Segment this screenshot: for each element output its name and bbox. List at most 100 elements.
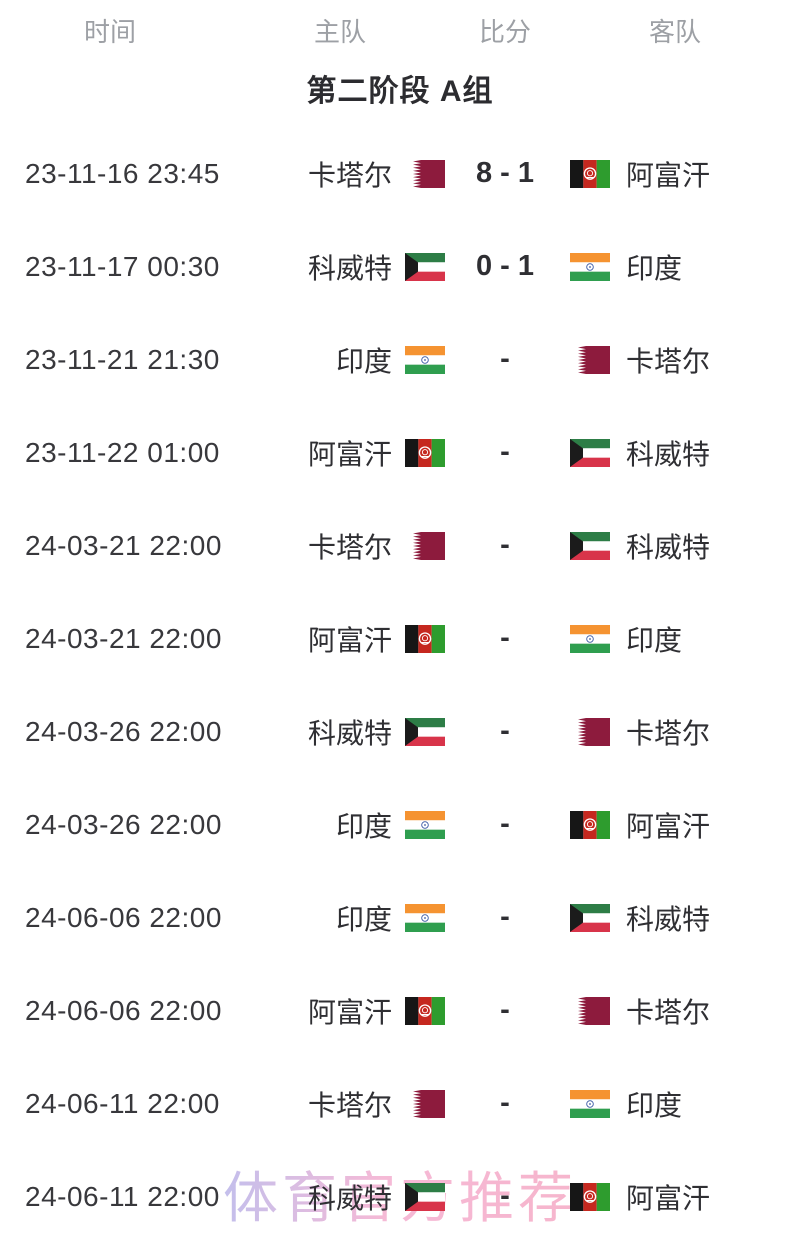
match-score: 8 - 1 <box>475 157 535 189</box>
away-team-name: 科威特 <box>626 438 711 470</box>
match-time: 24-03-21 22:00 <box>25 529 222 561</box>
match-list: 23-11-16 23:45 卡塔尔 8 - 1 阿富汗 23-11-17 00… <box>0 127 800 1243</box>
afghanistan-flag-icon <box>405 996 445 1025</box>
column-header-score: 比分 <box>478 16 531 47</box>
away-team-cell: 阿富汗 <box>550 1177 800 1217</box>
home-team-name: 阿富汗 <box>307 996 392 1028</box>
match-row[interactable]: 24-03-21 22:00 卡塔尔 - 科威特 <box>0 499 800 592</box>
away-team-cell: 印度 <box>550 1084 800 1124</box>
away-team-cell: 卡塔尔 <box>550 712 800 752</box>
group-title: 第二阶段 A组 <box>306 75 494 108</box>
india-flag-icon <box>405 903 445 932</box>
away-team-name: 阿富汗 <box>626 159 711 191</box>
away-team-cell: 科威特 <box>550 433 800 473</box>
home-team-cell: 印度 <box>220 340 460 380</box>
match-time: 24-06-06 22:00 <box>25 901 222 933</box>
match-row[interactable]: 23-11-16 23:45 卡塔尔 8 - 1 阿富汗 <box>0 127 800 220</box>
column-header-time: 时间 <box>83 16 136 47</box>
home-team-name: 科威特 <box>307 717 392 749</box>
match-score: - <box>500 901 510 933</box>
home-team-name: 阿富汗 <box>307 438 392 470</box>
away-team-name: 印度 <box>626 252 683 284</box>
match-row[interactable]: 23-11-17 00:30 科威特 0 - 1 印度 <box>0 220 800 313</box>
home-team-cell: 阿富汗 <box>220 991 460 1031</box>
home-team-name: 卡塔尔 <box>307 531 392 563</box>
away-team-name: 印度 <box>626 624 683 656</box>
match-row[interactable]: 24-03-26 22:00 印度 - 阿富汗 <box>0 778 800 871</box>
home-team-cell: 卡塔尔 <box>220 1084 460 1124</box>
away-team-name: 卡塔尔 <box>626 345 711 377</box>
home-team-cell: 科威特 <box>220 712 460 752</box>
home-team-cell: 卡塔尔 <box>220 154 460 194</box>
away-team-name: 科威特 <box>626 903 711 935</box>
kuwait-flag-icon <box>405 252 445 281</box>
match-score: - <box>500 1180 510 1212</box>
away-team-cell: 阿富汗 <box>550 805 800 845</box>
match-time: 23-11-17 00:30 <box>25 250 220 282</box>
kuwait-flag-icon <box>570 531 610 560</box>
match-time: 23-11-16 23:45 <box>25 157 220 189</box>
match-score: - <box>500 715 510 747</box>
match-score: - <box>500 529 510 561</box>
match-row[interactable]: 24-06-11 22:00 科威特 - 阿富汗 <box>0 1150 800 1243</box>
home-team-cell: 印度 <box>220 805 460 845</box>
match-score: - <box>500 622 510 654</box>
match-row[interactable]: 24-06-11 22:00 卡塔尔 - 印度 <box>0 1057 800 1150</box>
kuwait-flag-icon <box>405 1182 445 1211</box>
match-row[interactable]: 24-03-26 22:00 科威特 - 卡塔尔 <box>0 685 800 778</box>
home-team-name: 卡塔尔 <box>307 1089 392 1121</box>
away-team-cell: 科威特 <box>550 526 800 566</box>
away-team-name: 印度 <box>626 1089 683 1121</box>
away-team-name: 科威特 <box>626 531 711 563</box>
match-row[interactable]: 24-06-06 22:00 印度 - 科威特 <box>0 871 800 964</box>
home-team-name: 印度 <box>335 903 392 935</box>
kuwait-flag-icon <box>570 903 610 932</box>
away-team-cell: 科威特 <box>550 898 800 938</box>
india-flag-icon <box>570 624 610 653</box>
home-team-name: 印度 <box>335 810 392 842</box>
afghanistan-flag-icon <box>570 1182 610 1211</box>
match-time: 23-11-22 01:00 <box>25 436 220 468</box>
home-team-cell: 科威特 <box>220 247 460 287</box>
match-time: 23-11-21 21:30 <box>25 343 220 375</box>
away-team-name: 卡塔尔 <box>626 717 711 749</box>
afghanistan-flag-icon <box>405 624 445 653</box>
match-score: 0 - 1 <box>475 250 535 282</box>
away-team-cell: 印度 <box>550 247 800 287</box>
qatar-flag-icon <box>405 159 445 188</box>
match-row[interactable]: 24-06-06 22:00 阿富汗 - 卡塔尔 <box>0 964 800 1057</box>
match-row[interactable]: 23-11-22 01:00 阿富汗 - 科威特 <box>0 406 800 499</box>
away-team-name: 阿富汗 <box>626 1182 711 1214</box>
match-score: - <box>500 1087 510 1119</box>
match-row[interactable]: 23-11-21 21:30 印度 - 卡塔尔 <box>0 313 800 406</box>
match-time: 24-06-11 22:00 <box>25 1180 220 1212</box>
match-score: - <box>500 343 510 375</box>
qatar-flag-icon <box>570 996 610 1025</box>
india-flag-icon <box>405 345 445 374</box>
away-team-cell: 卡塔尔 <box>550 991 800 1031</box>
home-team-name: 阿富汗 <box>307 624 392 656</box>
match-time: 24-03-21 22:00 <box>25 622 222 654</box>
qatar-flag-icon <box>405 1089 445 1118</box>
away-team-cell: 卡塔尔 <box>550 340 800 380</box>
kuwait-flag-icon <box>570 438 610 467</box>
qatar-flag-icon <box>570 717 610 746</box>
home-team-cell: 阿富汗 <box>220 433 460 473</box>
match-time: 24-03-26 22:00 <box>25 808 222 840</box>
away-team-name: 卡塔尔 <box>626 996 711 1028</box>
india-flag-icon <box>405 810 445 839</box>
afghanistan-flag-icon <box>405 438 445 467</box>
home-team-name: 卡塔尔 <box>307 159 392 191</box>
afghanistan-flag-icon <box>570 810 610 839</box>
india-flag-icon <box>570 252 610 281</box>
match-time: 24-06-06 22:00 <box>25 994 222 1026</box>
away-team-cell: 阿富汗 <box>550 154 800 194</box>
home-team-name: 印度 <box>335 345 392 377</box>
match-row[interactable]: 24-03-21 22:00 阿富汗 - 印度 <box>0 592 800 685</box>
column-header-home: 主队 <box>313 16 366 47</box>
away-team-cell: 印度 <box>550 619 800 659</box>
india-flag-icon <box>570 1089 610 1118</box>
match-time: 24-06-11 22:00 <box>25 1087 220 1119</box>
home-team-name: 科威特 <box>307 252 392 284</box>
